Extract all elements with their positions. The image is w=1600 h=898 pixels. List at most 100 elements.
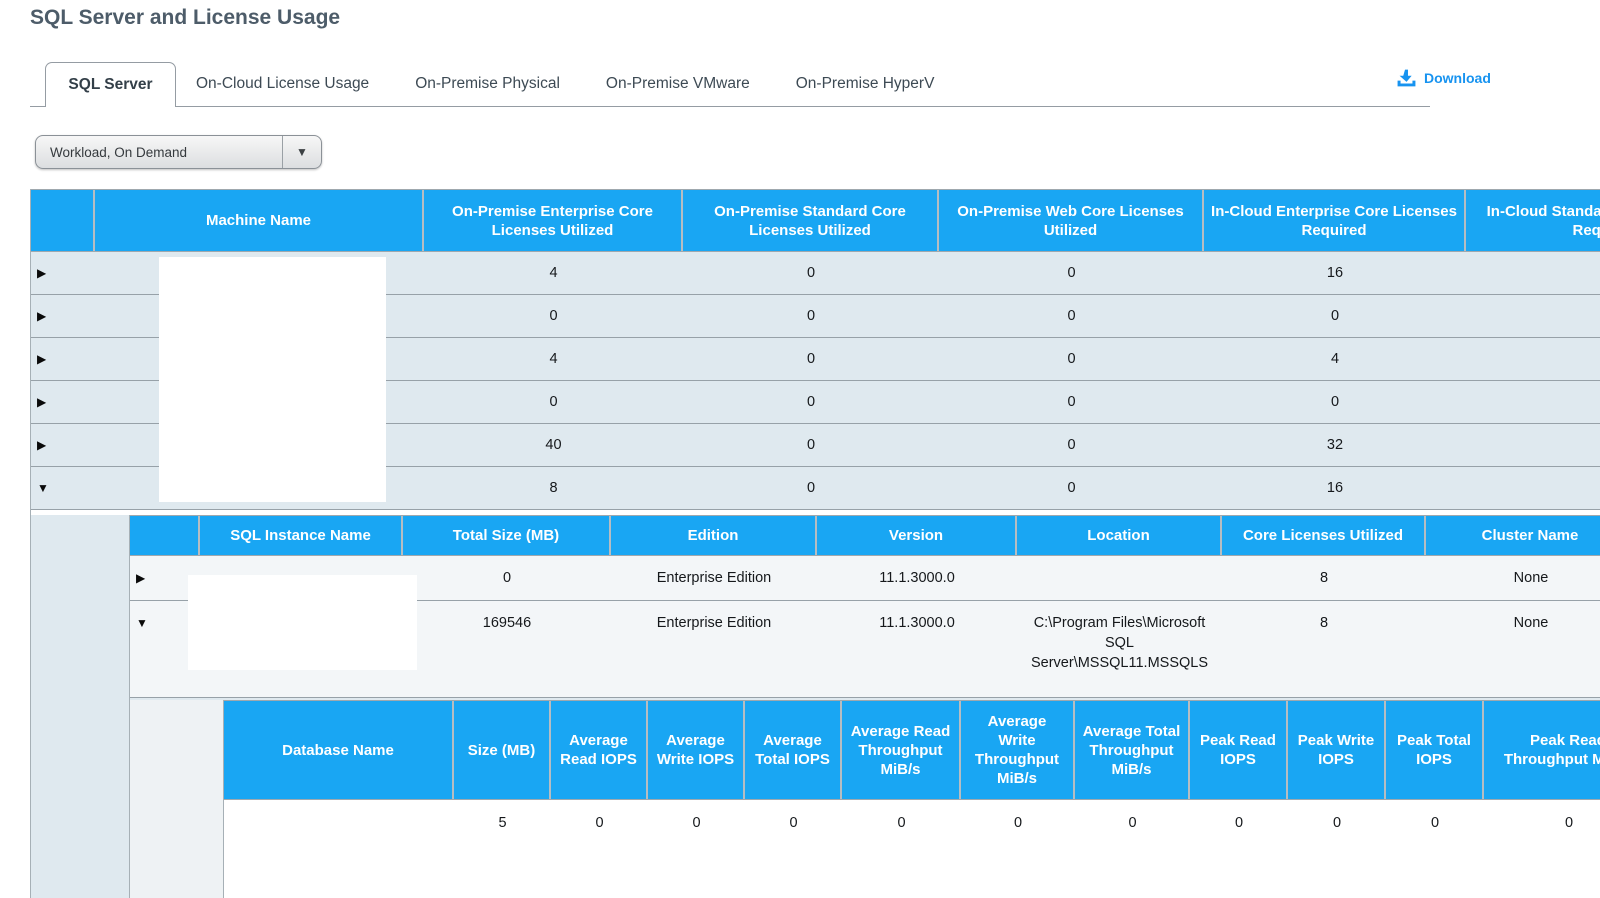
value-cell: 0 bbox=[1013, 814, 1023, 831]
expand-toggle-icon[interactable]: ▶ bbox=[37, 266, 47, 280]
tab-on-premise-vmware[interactable]: On-Premise VMware bbox=[605, 75, 750, 92]
column-header-onprem-standard-core: On-Premise Standard Core Licenses Utiliz… bbox=[683, 190, 939, 251]
dropdown-divider bbox=[282, 136, 283, 168]
tab-bar-underline bbox=[30, 106, 1430, 107]
column-header-avg-read-iops: Average Read IOPS bbox=[551, 701, 648, 799]
value-cell: Enterprise Edition bbox=[656, 615, 772, 631]
column-header-avg-total-iops: Average Total IOPS bbox=[745, 701, 842, 799]
value-cell: 8 bbox=[1319, 570, 1329, 586]
value-cell: 0 bbox=[1430, 814, 1440, 831]
value-cell: 0 bbox=[692, 814, 701, 831]
expander-column-header bbox=[31, 190, 95, 251]
column-header-cluster-name: Cluster Name bbox=[1426, 516, 1600, 555]
value-cell: 0 bbox=[806, 480, 816, 496]
collapse-toggle-icon[interactable]: ▼ bbox=[37, 481, 49, 495]
column-header-size: Size (MB) bbox=[454, 701, 551, 799]
column-header-version: Version bbox=[817, 516, 1017, 555]
value-cell: 169546 bbox=[482, 615, 532, 631]
column-header-total-size: Total Size (MB) bbox=[403, 516, 611, 555]
expand-toggle-icon[interactable]: ▶ bbox=[136, 571, 146, 585]
column-header-instance-name: SQL Instance Name bbox=[200, 516, 403, 555]
value-cell: 0 bbox=[806, 351, 816, 367]
value-cell: 0 bbox=[1067, 265, 1076, 281]
value-cell: 0 bbox=[1330, 308, 1340, 324]
workload-filter-dropdown[interactable]: Workload, On Demand ▼ bbox=[35, 135, 322, 169]
column-header-incloud-enterprise-core: In-Cloud Enterprise Core Licenses Requir… bbox=[1204, 190, 1466, 251]
value-cell: 11.1.3000.0 bbox=[879, 570, 955, 586]
value-cell: 32 bbox=[1326, 437, 1344, 453]
column-header-peak-write-iops: Peak Write IOPS bbox=[1288, 701, 1386, 799]
value-cell: 5 bbox=[498, 814, 507, 831]
value-cell: 0 bbox=[1234, 814, 1244, 831]
redacted-instance-names bbox=[188, 575, 417, 670]
download-icon bbox=[1396, 67, 1417, 88]
column-header-avg-write-iops: Average Write IOPS bbox=[648, 701, 745, 799]
column-header-incloud-standard-core: In-Cloud Standard Core Licenses Required bbox=[1466, 190, 1600, 251]
value-cell: 0 bbox=[1128, 814, 1137, 831]
page-title: SQL Server and License Usage bbox=[30, 6, 341, 29]
value-cell: 11.1.3000.0 bbox=[879, 615, 955, 631]
column-header-core-licenses: Core Licenses Utilized bbox=[1222, 516, 1426, 555]
value-cell: 4 bbox=[549, 351, 558, 367]
value-cell: 0 bbox=[897, 814, 906, 831]
expand-toggle-icon[interactable]: ▶ bbox=[37, 438, 47, 452]
workload-filter-value: Workload, On Demand bbox=[50, 144, 188, 160]
value-cell bbox=[1466, 424, 1600, 466]
value-cell: 4 bbox=[549, 265, 558, 281]
database-row: 5 0 0 0 0 0 0 0 0 0 0 bbox=[224, 800, 1600, 845]
expand-toggle-icon[interactable]: ▶ bbox=[37, 352, 47, 366]
expand-toggle-icon[interactable]: ▶ bbox=[37, 395, 47, 409]
value-cell: 0 bbox=[1332, 814, 1342, 831]
column-header-avg-read-throughput: Average Read Throughput MiB/s bbox=[842, 701, 961, 799]
value-cell: 4 bbox=[1330, 351, 1340, 367]
column-header-avg-write-throughput: Average Write Throughput MiB/s bbox=[961, 701, 1075, 799]
column-header-peak-read-throughput: Peak Read Throughput MiB/s bbox=[1484, 701, 1600, 799]
instance-row-expanded: ▼ 169546 Enterprise Edition 11.1.3000.0 … bbox=[130, 601, 1600, 698]
value-cell: 0 bbox=[1067, 480, 1076, 496]
value-cell: 8 bbox=[549, 480, 558, 496]
value-cell bbox=[1466, 295, 1600, 337]
value-cell bbox=[1466, 467, 1600, 509]
value-cell: 0 bbox=[1564, 814, 1574, 831]
expand-toggle-icon[interactable]: ▶ bbox=[37, 309, 47, 323]
value-cell: None bbox=[1513, 570, 1549, 586]
value-cell: None bbox=[1513, 615, 1549, 631]
value-cell: Enterprise Edition bbox=[656, 570, 772, 586]
value-cell: 0 bbox=[549, 394, 558, 410]
value-cell: 0 bbox=[806, 308, 816, 324]
sql-instance-table: SQL Instance Name Total Size (MB) Editio… bbox=[129, 515, 1600, 898]
tab-sql-server[interactable]: SQL Server bbox=[45, 62, 176, 107]
value-cell: 40 bbox=[545, 437, 562, 453]
value-cell: 0 bbox=[1067, 437, 1076, 453]
value-cell bbox=[1466, 381, 1600, 423]
value-cell bbox=[1017, 556, 1222, 600]
tab-on-premise-physical[interactable]: On-Premise Physical bbox=[415, 75, 560, 92]
value-cell: 0 bbox=[595, 814, 604, 831]
value-cell: 0 bbox=[789, 814, 798, 831]
value-cell: 16 bbox=[1326, 480, 1344, 496]
column-header-peak-total-iops: Peak Total IOPS bbox=[1386, 701, 1484, 799]
instance-row-detail: Database Name Size (MB) Average Read IOP… bbox=[130, 700, 1600, 898]
machine-table: Machine Name On-Premise Enterprise Core … bbox=[30, 189, 1600, 898]
download-button[interactable]: Download bbox=[1396, 67, 1491, 88]
tab-on-premise-hyperv[interactable]: On-Premise HyperV bbox=[795, 75, 935, 92]
value-cell: 0 bbox=[1067, 308, 1076, 324]
instance-table-header: SQL Instance Name Total Size (MB) Editio… bbox=[130, 515, 1600, 556]
database-table-empty-area bbox=[224, 845, 1600, 898]
value-cell: 8 bbox=[1319, 615, 1329, 631]
collapse-toggle-icon[interactable]: ▼ bbox=[136, 616, 148, 630]
expander-column-header bbox=[130, 516, 200, 555]
column-header-edition: Edition bbox=[611, 516, 817, 555]
value-cell bbox=[1466, 252, 1600, 294]
tab-on-cloud-license-usage[interactable]: On-Cloud License Usage bbox=[196, 75, 370, 92]
value-cell: 0 bbox=[1330, 394, 1340, 410]
value-cell bbox=[1466, 338, 1600, 380]
download-label: Download bbox=[1424, 69, 1491, 86]
value-cell: 0 bbox=[806, 265, 816, 281]
database-table-header: Database Name Size (MB) Average Read IOP… bbox=[224, 700, 1600, 800]
database-table: Database Name Size (MB) Average Read IOP… bbox=[223, 700, 1600, 898]
column-header-machine-name: Machine Name bbox=[95, 190, 424, 251]
value-cell: 0 bbox=[1067, 394, 1076, 410]
column-header-avg-total-throughput: Average Total Throughput MiB/s bbox=[1075, 701, 1190, 799]
value-cell: 0 bbox=[549, 308, 558, 324]
